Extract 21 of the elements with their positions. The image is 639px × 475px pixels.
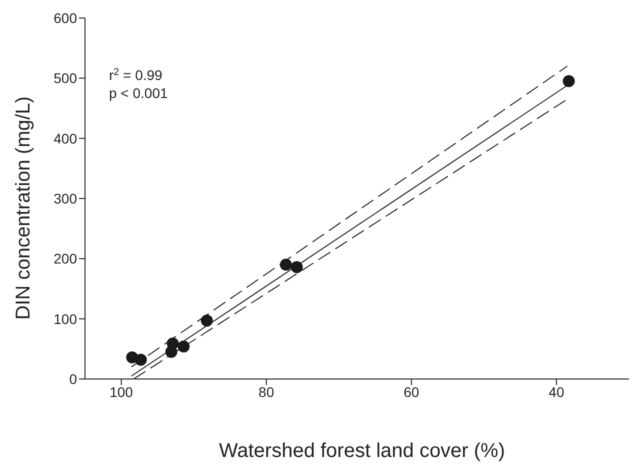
x-axis-title: Watershed forest land cover (%) bbox=[218, 440, 506, 463]
y-tick-label: 0 bbox=[69, 370, 78, 387]
x-tick-label: 100 bbox=[110, 384, 134, 400]
point bbox=[166, 338, 179, 350]
y-tick-label: 500 bbox=[54, 70, 78, 86]
point bbox=[134, 354, 147, 366]
y-tick-label: 400 bbox=[54, 130, 78, 146]
x-tick-label: 40 bbox=[548, 384, 564, 400]
x-tick-label: 80 bbox=[258, 384, 274, 400]
point bbox=[200, 314, 213, 327]
y-tick-label: 300 bbox=[54, 190, 78, 206]
point bbox=[280, 258, 292, 271]
y-tick-label: 600 bbox=[54, 10, 78, 26]
y-tick-label: 200 bbox=[54, 250, 78, 267]
annotation: r$^{2}$ = 0.99 p < 0.001 bbox=[109, 66, 168, 101]
point bbox=[178, 340, 190, 353]
y-axis-title: DIN concentration (mg/L) bbox=[12, 96, 36, 320]
point bbox=[290, 261, 303, 274]
point bbox=[562, 75, 575, 88]
x-tick-label: 60 bbox=[404, 384, 420, 400]
y-tick-label: 100 bbox=[54, 310, 78, 327]
